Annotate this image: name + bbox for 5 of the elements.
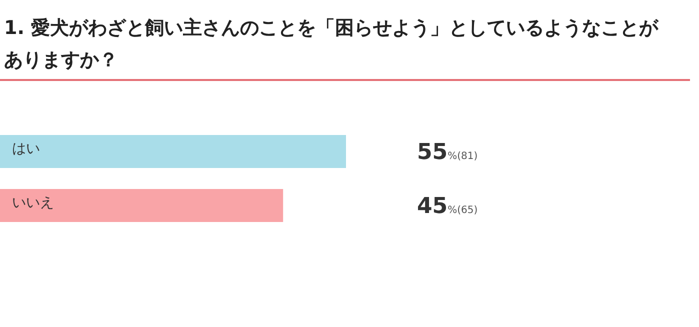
chart-title: 1. 愛犬がわざと飼い主さんのことを「困らせよう」としているようなことがありますか？ bbox=[4, 16, 660, 73]
y-tick-label: はい bbox=[12, 141, 40, 157]
data-label: 45%(65) bbox=[417, 194, 478, 219]
y-tick-label: いいえ bbox=[12, 195, 54, 211]
data-label: 55%(81) bbox=[417, 140, 478, 165]
